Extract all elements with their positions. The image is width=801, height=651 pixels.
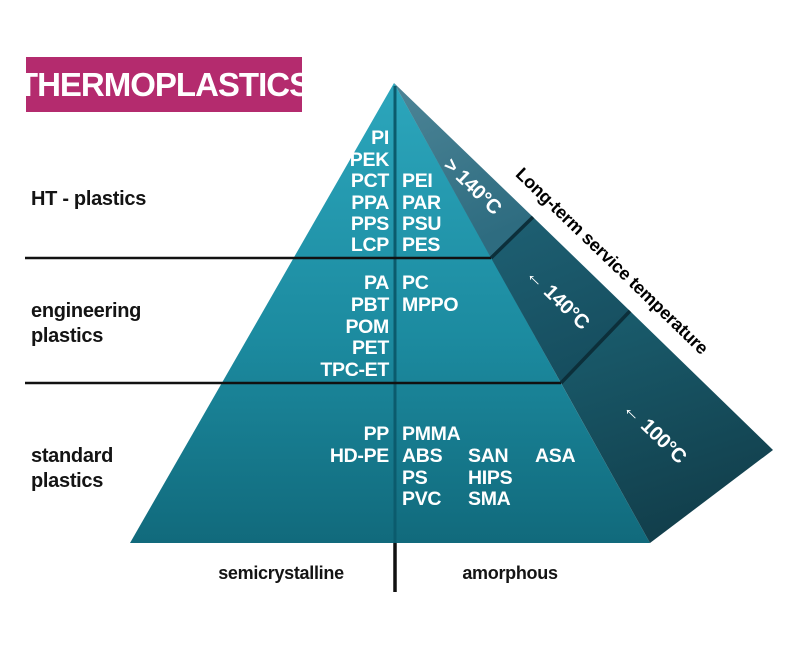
material-lcp: LCP — [351, 234, 389, 256]
material-sma: SMA — [468, 488, 511, 510]
title-banner — [26, 57, 302, 112]
bottom-label-amorphous: amorphous — [462, 563, 558, 583]
material-pp: PP — [364, 423, 390, 445]
category-standard-line1: standard — [31, 445, 113, 467]
material-pct: PCT — [351, 170, 389, 192]
material-pmma: PMMA — [402, 423, 461, 445]
material-psu: PSU — [402, 213, 441, 235]
material-pet: PET — [352, 337, 389, 359]
band-divider-upper — [489, 215, 535, 260]
temp-band-140 — [491, 217, 630, 383]
pyramid-front-face — [130, 83, 650, 543]
material-asa: ASA — [535, 445, 575, 467]
material-pa: PA — [364, 272, 389, 294]
material-hips: HIPS — [468, 467, 513, 489]
temp-band-over-140 — [394, 83, 533, 258]
material-pei: PEI — [402, 170, 433, 192]
material-pi: PI — [371, 127, 389, 149]
material-hdpe: HD-PE — [330, 445, 389, 467]
material-pvc: PVC — [402, 488, 441, 510]
category-engineering-line2: plastics — [31, 325, 103, 347]
page-title: THERMOPLASTICS — [18, 66, 310, 103]
material-san: SAN — [468, 445, 508, 467]
material-par: PAR — [402, 192, 441, 214]
material-pps: PPS — [351, 213, 389, 235]
material-pom: POM — [345, 316, 389, 338]
category-ht-plastics: HT - plastics — [31, 188, 146, 210]
material-tpcet: TPC-ET — [320, 359, 389, 381]
bottom-label-semicrystalline: semicrystalline — [218, 563, 344, 583]
material-pek: PEK — [350, 149, 389, 171]
band-divider-lower — [559, 309, 632, 385]
temp-band-100 — [561, 311, 773, 543]
material-ps: PS — [402, 467, 428, 489]
material-pes: PES — [402, 234, 440, 256]
material-mppo: MPPO — [402, 294, 458, 316]
material-pbt: PBT — [351, 294, 389, 316]
material-abs: ABS — [402, 445, 443, 467]
category-standard-line2: plastics — [31, 470, 103, 492]
category-engineering-line1: engineering — [31, 300, 141, 322]
material-pc: PC — [402, 272, 429, 294]
material-ppa: PPA — [351, 192, 389, 214]
